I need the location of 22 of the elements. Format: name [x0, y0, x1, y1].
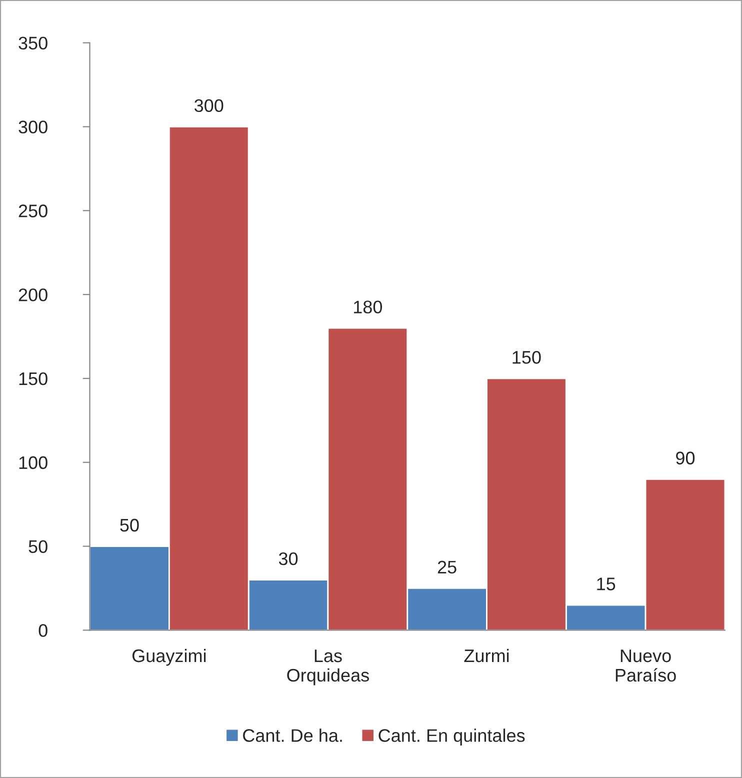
data-label: 25 [438, 560, 456, 574]
y-tick-label: 50 [28, 540, 48, 553]
x-tick-label: Nuevo Paraíso [616, 650, 676, 682]
legend-label: Cant. De ha. [243, 728, 342, 742]
y-tick-label: 250 [18, 204, 48, 218]
y-tick-label: 200 [18, 288, 48, 302]
data-label: 150 [512, 350, 541, 364]
data-label: 15 [597, 578, 616, 590]
data-label: 90 [676, 452, 695, 464]
y-tick-label: 0 [38, 624, 48, 637]
legend-label: Cant. En quintales [378, 728, 525, 746]
y-tick-label: 350 [18, 36, 48, 50]
y-tick-label: 150 [19, 372, 48, 386]
data-label: 180 [354, 300, 382, 314]
y-tick-label: 100 [19, 456, 48, 470]
data-label: 300 [194, 99, 224, 112]
x-tick-label: Guayzimi [132, 648, 206, 666]
y-tick-label: 300 [18, 120, 48, 134]
data-label: 30 [278, 552, 298, 566]
data-label: 50 [120, 518, 139, 532]
x-tick-label: Zurmi [464, 648, 509, 662]
x-tick-label: Las Orquideas [287, 650, 369, 686]
